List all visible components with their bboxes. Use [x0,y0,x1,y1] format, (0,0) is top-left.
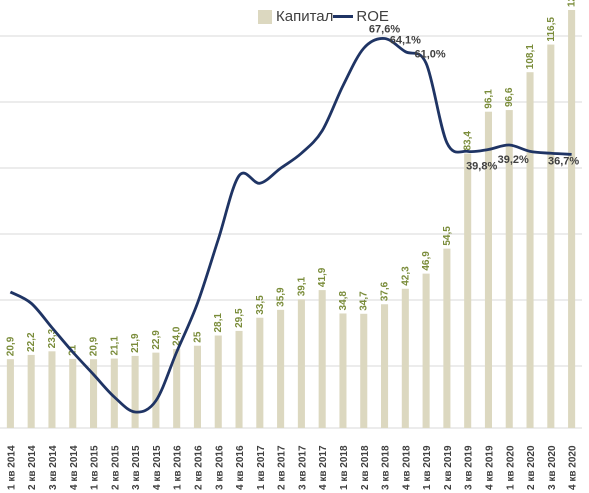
bar-value-label: 34,8 [338,291,349,311]
x-tick-label: 2 кв 2018 [360,445,371,490]
x-tick-label: 2 кв 2014 [27,445,38,490]
bar-value-label: 22,9 [151,330,162,350]
bar [27,354,35,428]
bar-value-label: 96,1 [483,89,494,109]
bar [131,355,139,428]
x-tick-label: 4 кв 2017 [318,445,329,490]
legend-label-capital: Капитал [276,8,334,25]
bar [277,309,285,428]
x-tick-label: 2 кв 2020 [526,445,537,490]
bar-value-label: 20,9 [89,336,100,356]
bar [505,110,513,428]
bar-value-label: 21 [68,344,79,356]
x-tick-label: 2 кв 2015 [110,445,121,490]
x-tick-label: 3 кв 2014 [48,445,59,490]
bar-value-label: 22,2 [26,332,37,352]
bar-value-label: 54,5 [442,226,453,246]
roe-value-label: 39,2% [498,154,529,166]
bar-value-label: 42,3 [400,266,411,286]
bar [48,351,56,428]
bar-value-label: 28,1 [213,313,224,333]
bar [297,299,305,428]
roe-value-label: 36,7% [548,155,579,167]
bar [526,72,534,428]
legend-item-roe: ROE [333,8,389,25]
bar-value-label: 21,1 [109,336,120,356]
bar-value-label: 34,7 [359,291,370,311]
x-tick-label: 3 кв 2017 [297,445,308,490]
roe-value-label: 67,6% [369,24,400,36]
bar [484,111,492,428]
bar-value-label: 108,1 [525,44,536,69]
x-tick-label: 1 кв 2016 [173,445,184,490]
bar [90,359,98,428]
x-tick-label: 1 кв 2019 [422,445,433,490]
x-tick-label: 4 кв 2020 [568,445,579,490]
bar [443,248,451,428]
x-tick-label: 4 кв 2019 [484,445,495,490]
chart-legend: Капитал ROE [258,8,389,25]
x-tick-label: 3 кв 2019 [464,445,475,490]
bar-value-label: 116,5 [546,17,557,42]
bar [173,349,181,428]
bar [318,290,326,428]
bar [152,352,160,428]
bar [214,335,222,428]
roe-line [9,37,572,414]
bar-value-label: 33,5 [255,295,266,315]
x-tick-label: 4 кв 2015 [152,445,163,490]
bar-value-label: 83,4 [463,131,474,151]
bar-value-label: 46,9 [421,251,432,271]
bar-value-label: 21,9 [130,333,141,353]
x-tick-label: 3 кв 2020 [547,445,558,490]
bar [235,330,243,428]
x-tick-label: 1 кв 2015 [90,445,101,490]
roe-value-label: 61,0% [415,48,446,60]
bar [422,273,430,428]
x-tick-label: 4 кв 2014 [69,445,80,490]
bar-value-label: 24,0 [172,326,183,346]
legend-label-roe: ROE [356,8,389,25]
bar-value-label: 96,6 [504,87,515,107]
x-tick-label: 1 кв 2014 [6,445,17,490]
x-tick-label: 2 кв 2016 [193,445,204,490]
x-tick-label: 2 кв 2017 [277,445,288,490]
bar-value-label: 39,1 [296,276,307,296]
bar [547,44,555,429]
bar [339,313,347,428]
x-tick-label: 2 кв 2019 [443,445,454,490]
legend-item-capital: Капитал [258,8,333,25]
bar-value-label: 37,6 [380,281,391,301]
x-tick-label: 4 кв 2016 [235,445,246,490]
bar [360,313,368,428]
bar [401,288,409,428]
bar [464,153,472,428]
bar-value-label: 29,5 [234,308,245,328]
bar [381,304,389,428]
x-tick-label: 3 кв 2016 [214,445,225,490]
bar [256,317,264,428]
roe-value-label: 64,1% [390,35,421,47]
bar-value-label: 25 [192,331,203,343]
bar-value-label: 20,9 [5,336,16,356]
bar-value-label: 23,3 [47,328,58,348]
bar-value-label: 41,9 [317,267,328,287]
x-tick-label: 1 кв 2020 [505,445,516,490]
legend-swatch-roe [333,15,354,18]
bar-value-label: 127 [567,0,578,7]
x-tick-label: 1 кв 2017 [256,445,267,490]
roe-value-label: 39,8% [466,160,497,172]
bar [69,358,77,428]
bar [6,359,14,428]
bar-value-label: 35,9 [276,287,287,307]
x-tick-label: 3 кв 2015 [131,445,142,490]
bar [568,10,576,428]
legend-swatch-capital [258,9,272,24]
x-tick-label: 1 кв 2018 [339,445,350,490]
bar [110,358,118,428]
bar [193,345,201,428]
x-tick-label: 4 кв 2018 [401,445,412,490]
x-tick-label: 3 кв 2018 [381,445,392,490]
